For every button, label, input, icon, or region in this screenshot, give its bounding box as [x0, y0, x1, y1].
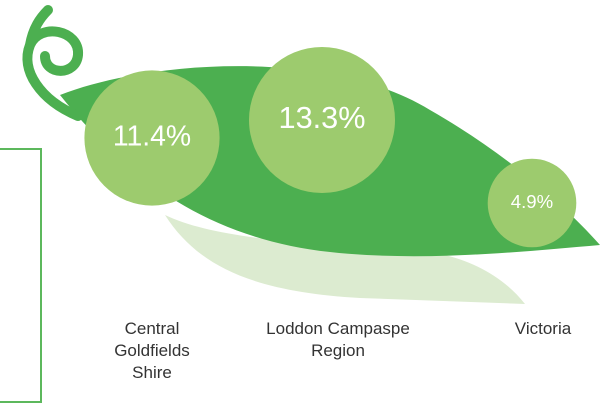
frame — [0, 148, 42, 403]
pod-shadow — [165, 215, 525, 304]
value-label: 13.3% — [279, 101, 366, 135]
category-label: Central Goldfields Shire — [114, 319, 190, 382]
tendril — [22, 5, 83, 121]
value-label: 4.9% — [511, 191, 553, 212]
bubble — [249, 47, 395, 193]
category-label: Loddon Campaspe Region — [266, 319, 410, 360]
category-label: Victoria — [514, 319, 572, 338]
bubble — [487, 158, 577, 248]
value-label: 11.4% — [113, 121, 191, 153]
bubble — [84, 70, 220, 206]
